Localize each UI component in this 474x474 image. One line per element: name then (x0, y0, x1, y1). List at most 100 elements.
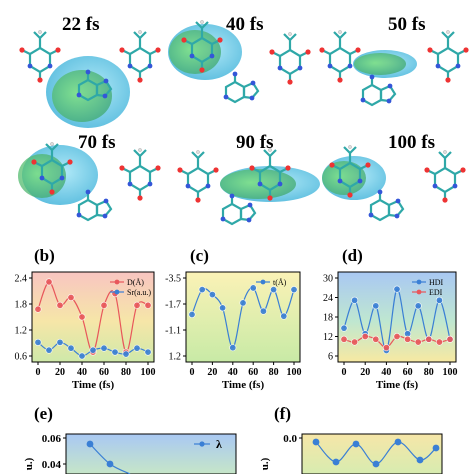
snapshot-70fs (18, 141, 162, 222)
plot-area-f (301, 433, 443, 474)
xtick-label-c: 0 (190, 367, 195, 378)
data-point-e-0 (86, 440, 94, 448)
ytick-label-e: 0.04 (42, 459, 62, 471)
data-point-f-0 (372, 460, 380, 468)
data-point-b-1 (56, 338, 64, 346)
xtick-label-d: 80 (424, 367, 434, 378)
data-point-b-0 (45, 278, 53, 286)
xtick-label-b: 100 (141, 367, 156, 378)
ylabel-f: u.) (259, 457, 271, 470)
data-point-f-0 (394, 438, 402, 446)
xtick-label-c: 80 (269, 367, 279, 378)
snapshot-40fs (168, 19, 312, 104)
plot-area-e (65, 433, 237, 474)
data-point-d-0 (351, 296, 359, 304)
data-point-b-1 (144, 348, 152, 356)
xtick-label-b: 80 (121, 367, 131, 378)
time-label-40fs: 40 fs (226, 14, 264, 35)
data-point-f-0 (352, 440, 360, 448)
panel-letter-d: (d) (342, 246, 363, 265)
data-point-f-0 (416, 456, 424, 464)
data-point-c-0 (239, 299, 247, 307)
data-point-b-0 (133, 301, 141, 309)
time-label-70fs: 70 fs (78, 132, 116, 153)
data-point-d-0 (393, 285, 401, 293)
xtick-label-b: 60 (99, 367, 109, 378)
ylabel-e: u.) (23, 457, 35, 470)
data-point-d-1 (340, 335, 348, 343)
data-point-d-0 (372, 302, 380, 310)
xlabel-b: Time (fs) (72, 379, 115, 391)
data-point-c-0 (249, 284, 257, 292)
data-point-c-0 (280, 312, 288, 320)
data-point-d-0 (340, 324, 348, 332)
legend-marker-d-1 (416, 289, 422, 295)
time-label-22fs: 22 fs (62, 14, 100, 35)
xtick-label-d: 20 (360, 367, 370, 378)
data-point-c-0 (229, 344, 237, 352)
ytick-label-d: 6 (328, 352, 333, 363)
legend-label-b-1: Sr(a.u.) (127, 288, 151, 297)
data-point-b-1 (45, 346, 53, 354)
snapshot-50fs (318, 29, 470, 107)
ytick-label-b: 2.4 (15, 274, 28, 285)
snapshot-90fs (176, 147, 320, 226)
data-point-d-0 (414, 302, 422, 310)
data-point-d-1 (404, 335, 412, 343)
data-point-c-0 (188, 311, 196, 319)
data-point-b-0 (56, 301, 64, 309)
data-point-d-0 (435, 296, 443, 304)
legend-label-d-1: EDI (429, 288, 443, 297)
legend-marker-c-0 (260, 279, 266, 285)
data-point-b-0 (144, 301, 152, 309)
data-point-d-1 (435, 338, 443, 346)
xtick-label-d: 40 (381, 367, 391, 378)
data-point-d-1 (414, 338, 422, 346)
data-point-b-1 (34, 338, 42, 346)
ytick-label-d: 24 (323, 293, 333, 304)
xtick-label-c: 100 (287, 367, 302, 378)
xlabel-c: Time (fs) (222, 379, 265, 391)
legend-label-d-0: HDI (429, 278, 444, 287)
data-point-b-1 (133, 344, 141, 352)
data-point-c-0 (208, 291, 216, 299)
molecular-snapshots (18, 19, 470, 226)
ytick-label-c: -1.1 (165, 326, 181, 337)
legend-marker-b-0 (114, 279, 120, 285)
data-point-c-0 (290, 286, 298, 294)
data-point-b-1 (89, 346, 97, 354)
ytick-label-c: 1.2 (169, 352, 182, 363)
xlabel-d: Time (fs) (376, 379, 419, 391)
ytick-label-d: 12 (323, 332, 333, 343)
data-point-b-1 (111, 348, 119, 356)
ytick-label-b: 0.6 (15, 352, 28, 363)
xtick-label-c: 40 (228, 367, 238, 378)
ytick-label-c: -1.7 (165, 300, 181, 311)
data-point-b-0 (34, 305, 42, 313)
panel-letter-b: (b) (34, 246, 55, 265)
panel-letter-c: (c) (190, 246, 209, 265)
xtick-label-c: 20 (207, 367, 217, 378)
xtick-label-d: 100 (443, 367, 458, 378)
data-point-d-1 (382, 344, 390, 352)
data-point-b-0 (67, 293, 75, 301)
data-point-c-0 (259, 307, 267, 315)
data-point-e-0 (106, 460, 114, 468)
data-point-f-0 (312, 438, 320, 446)
data-point-d-1 (361, 332, 369, 340)
data-point-f-0 (332, 458, 340, 466)
ytick-label-b: 1.2 (15, 326, 28, 337)
data-point-d-1 (446, 335, 454, 343)
time-label-100fs: 100 fs (388, 132, 435, 153)
legend-label-e-0: λ (216, 437, 222, 451)
legend-marker-b-1 (114, 289, 120, 295)
data-point-c-0 (198, 286, 206, 294)
legend-label-c-0: t(Å) (273, 278, 287, 287)
data-point-f-0 (432, 444, 440, 452)
xtick-label-c: 60 (248, 367, 258, 378)
panel-letter-e: (e) (34, 404, 53, 423)
data-point-d-1 (425, 335, 433, 343)
data-point-b-1 (67, 344, 75, 352)
ytick-label-c: -3.5 (165, 274, 181, 285)
